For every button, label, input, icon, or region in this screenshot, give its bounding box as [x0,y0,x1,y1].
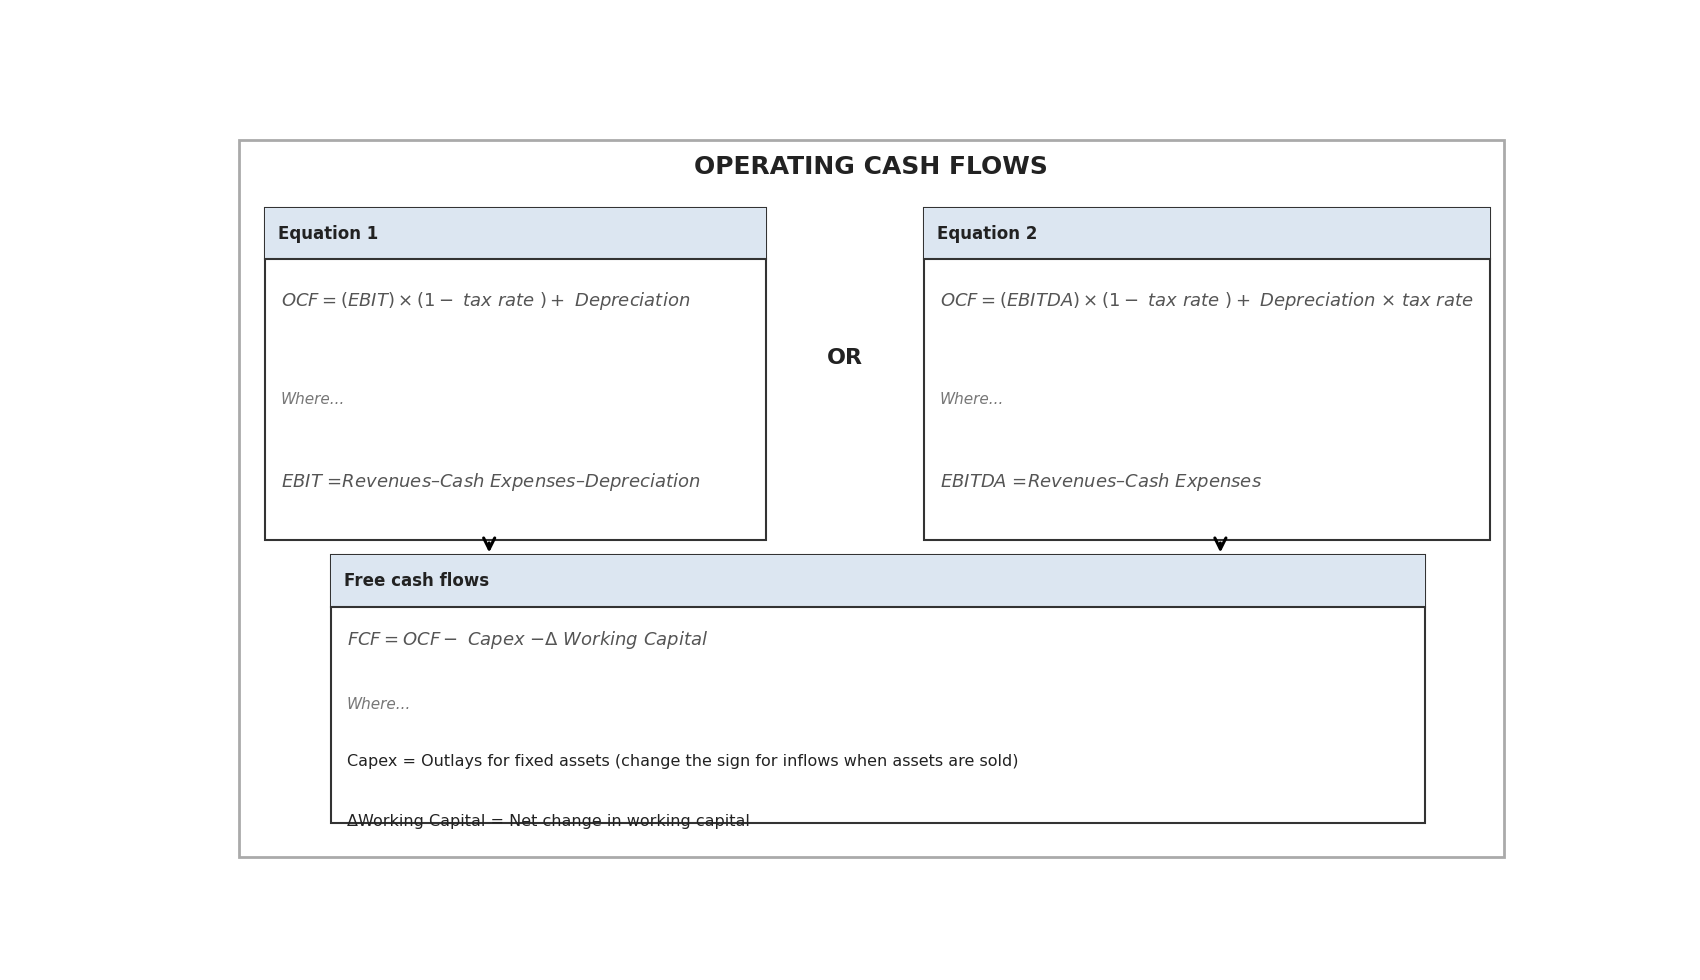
Text: $\it{OCF} = (\it{EBIT}) \times (1-$ tax rate $) +$ Depreciation: $\it{OCF} = (\it{EBIT}) \times (1-$ tax … [280,290,690,312]
FancyBboxPatch shape [238,140,1503,858]
Text: Where...: Where... [940,392,1005,407]
Text: $\it{OCF} = (\it{EBITDA}) \times (1-$ tax rate $) +$ Depreciation $\times$ tax r: $\it{OCF} = (\it{EBITDA}) \times (1-$ ta… [940,290,1474,312]
FancyBboxPatch shape [332,556,1425,607]
FancyBboxPatch shape [265,208,765,260]
FancyBboxPatch shape [332,556,1425,823]
Text: Equation 2: Equation 2 [937,224,1037,243]
Text: OPERATING CASH FLOWS: OPERATING CASH FLOWS [694,155,1049,178]
Text: ΔWorking Capital = Net change in working capital: ΔWorking Capital = Net change in working… [347,814,750,829]
FancyBboxPatch shape [265,208,765,540]
Text: Where...: Where... [347,697,411,712]
Text: Free cash flows: Free cash flows [343,572,490,590]
Text: OR: OR [826,348,864,368]
Text: $\it{EBIT}$ =Revenues–Cash Expenses–Depreciation: $\it{EBIT}$ =Revenues–Cash Expenses–Depr… [280,470,700,493]
Text: Equation 1: Equation 1 [279,224,379,243]
Text: $\it{EBITDA}$ =Revenues–Cash Expenses: $\it{EBITDA}$ =Revenues–Cash Expenses [940,470,1261,493]
Text: $\it{FCF} = \it{OCF}-$ Capex $-\Delta$ Working Capital: $\it{FCF} = \it{OCF}-$ Capex $-\Delta$ W… [347,629,707,652]
FancyBboxPatch shape [925,208,1491,540]
Text: Where...: Where... [280,392,345,407]
FancyBboxPatch shape [925,208,1491,260]
Text: Capex = Outlays for fixed assets (change the sign for inflows when assets are so: Capex = Outlays for fixed assets (change… [347,754,1018,768]
